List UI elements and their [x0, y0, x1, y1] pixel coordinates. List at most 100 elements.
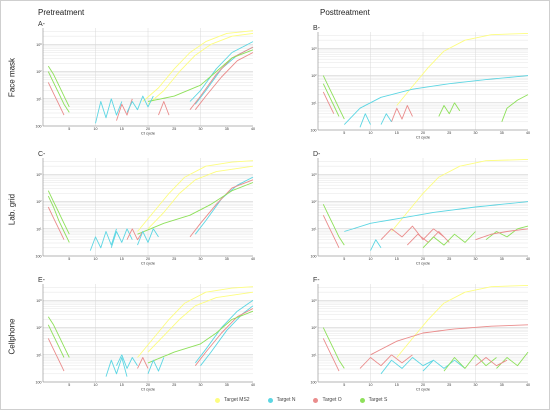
x-tick-label: 20 — [421, 257, 425, 261]
panel-e: E- 100 10¹ 10² 10³ 5 10 15 20 25 30 35 40 Ct cycle — [30, 276, 258, 392]
y-tick-label: 10² — [36, 326, 42, 330]
series-line-ms2 — [137, 160, 254, 232]
legend-label-ms2: Target MS2 — [224, 397, 250, 403]
series-line-o — [189, 179, 254, 238]
legend-label-o: Target O — [322, 397, 342, 403]
series-line-ms2 — [137, 286, 254, 358]
x-tick-label: 10 — [369, 131, 373, 135]
series-line-o — [47, 82, 65, 116]
legend: Target MS2 Target N Target O Target S — [215, 394, 387, 406]
series-line-s — [422, 231, 476, 249]
x-tick-label: 10 — [94, 127, 98, 131]
x-tick-label: 15 — [120, 257, 124, 261]
legend-label-s: Target S — [368, 397, 388, 403]
chart-b: 100 10¹ 10² 10³ 5 10 15 20 25 30 35 40 Ct cycle — [311, 32, 530, 140]
gridlines — [318, 32, 528, 131]
series-line-o — [322, 215, 340, 248]
chart-f: 100 10¹ 10² 10³ 5 10 15 20 25 30 35 40 Ct cycle — [311, 284, 530, 392]
x-tick-label: 40 — [526, 257, 530, 261]
y-tick-label: 10³ — [311, 299, 317, 303]
y-tick-label: 10² — [36, 70, 42, 74]
row-title-face-mask: Face mask — [7, 57, 17, 98]
x-tick-label: 40 — [251, 127, 255, 131]
x-axis-label: Ct cycle — [416, 135, 431, 140]
y-tick-label: 100 — [311, 381, 317, 385]
series-line-ms2 — [147, 291, 254, 353]
series-line-o — [380, 225, 445, 241]
y-tick-label: 10¹ — [311, 353, 317, 357]
x-tick-label: 25 — [172, 257, 176, 261]
y-tick-label: 100 — [36, 125, 42, 129]
gridlines — [43, 28, 253, 127]
panel-label-a: A- — [38, 21, 45, 28]
series-line-n — [380, 357, 434, 375]
series-line-s — [438, 102, 461, 117]
x-tick-label: 5 — [343, 131, 345, 135]
series-line-o — [137, 357, 149, 369]
panel-a: A- 100 10¹ 10² 10³ 5 10 15 20 25 30 35 40 Ct cycle — [30, 20, 258, 136]
y-tick-label: 10³ — [36, 173, 42, 177]
legend-swatch-s — [359, 397, 365, 403]
column-title-posttreatment: Posttreatment — [320, 8, 370, 17]
series-line-n — [359, 113, 371, 128]
series-line-ms2 — [147, 165, 254, 230]
x-tick-label: 15 — [395, 383, 399, 387]
x-axis-label: Ct cycle — [416, 261, 431, 266]
x-tick-label: 35 — [225, 383, 229, 387]
x-tick-label: 15 — [120, 127, 124, 131]
x-tick-label: 5 — [343, 383, 345, 387]
series-line-n — [110, 228, 133, 248]
x-tick-label: 10 — [94, 257, 98, 261]
x-tick-label: 5 — [68, 257, 70, 261]
row-title-cellphone: Cellphone — [7, 318, 17, 355]
legend-item-ms2: Target MS2 — [215, 397, 250, 403]
series-line-s — [47, 190, 70, 235]
series-line-o — [194, 52, 254, 110]
series-line-n — [147, 357, 165, 374]
y-tick-label: 10³ — [36, 299, 42, 303]
x-tick-label: 10 — [94, 383, 98, 387]
panel-label-d: D- — [313, 151, 321, 158]
x-tick-label: 15 — [395, 131, 399, 135]
y-tick-label: 10¹ — [36, 227, 42, 231]
legend-item-n: Target N — [267, 397, 296, 403]
y-tick-label: 10³ — [311, 173, 317, 177]
panel-c: C- 100 10¹ 10² 10³ 5 10 15 20 25 30 35 40 Ct cycle — [30, 150, 258, 266]
series-line-s — [47, 324, 65, 358]
y-tick-label: 10³ — [311, 47, 317, 51]
x-tick-label: 5 — [68, 127, 70, 131]
series-line-s — [47, 71, 70, 113]
series-line-n — [422, 359, 466, 372]
gridlines — [43, 284, 253, 383]
series-line-s — [47, 316, 70, 358]
x-axis-label: Ct cycle — [141, 387, 156, 392]
y-tick-label: 10³ — [36, 43, 42, 47]
chart-d: 100 10¹ 10² 10³ 5 10 15 20 25 30 35 40 Ct cycle — [311, 158, 530, 266]
x-tick-label: 35 — [225, 127, 229, 131]
x-tick-label: 10 — [369, 383, 373, 387]
series-line-ms2 — [147, 32, 254, 105]
series-line-o — [126, 228, 144, 241]
legend-label-n: Target N — [276, 397, 296, 403]
series-line-o — [47, 206, 65, 240]
legend-item-s: Target S — [359, 397, 388, 403]
x-tick-label: 20 — [146, 127, 150, 131]
column-title-pretreatment: Pretreatment — [38, 8, 85, 17]
series-line-n — [344, 201, 529, 232]
y-tick-label: 10¹ — [311, 101, 317, 105]
x-tick-label: 40 — [526, 131, 530, 135]
panel-label-e: E- — [38, 277, 45, 284]
panel-b: B- 100 10¹ 10² 10³ 5 10 15 20 25 30 35 40 Ct cycle — [305, 24, 533, 140]
x-tick-label: 30 — [474, 257, 478, 261]
x-tick-label: 40 — [526, 383, 530, 387]
series-line-ms2 — [396, 32, 529, 106]
gridlines — [318, 158, 528, 257]
series-line-n — [95, 98, 123, 124]
series-line-n — [89, 228, 117, 251]
y-tick-label: 10¹ — [36, 353, 42, 357]
series-line-o — [359, 354, 413, 369]
series-line-n — [380, 113, 392, 125]
series-line-s — [443, 354, 497, 372]
x-tick-label: 30 — [474, 383, 478, 387]
legend-swatch-ms2 — [215, 397, 220, 403]
